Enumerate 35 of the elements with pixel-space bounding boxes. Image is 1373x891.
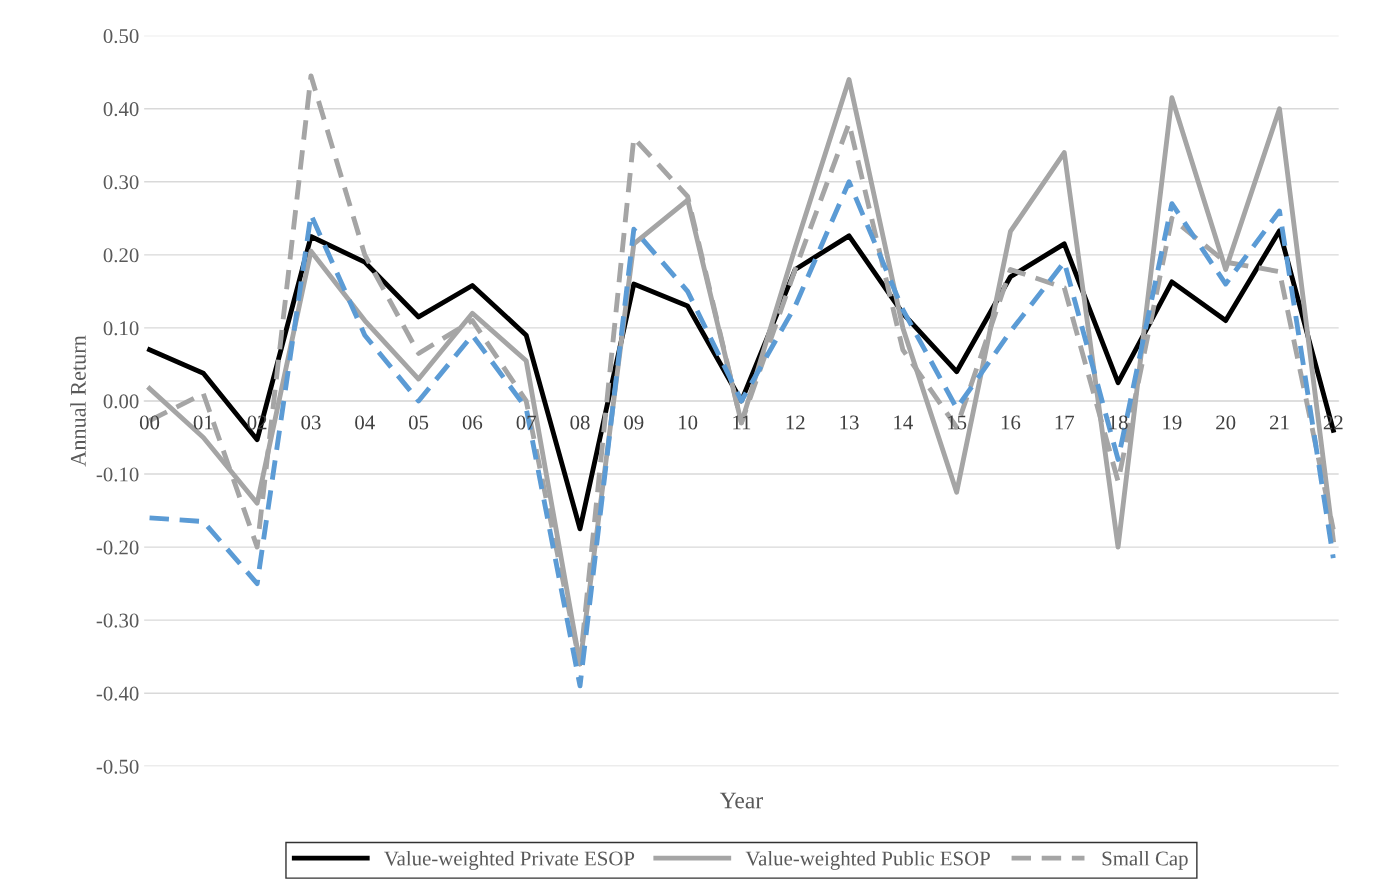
x-tick-label: 16: [1001, 415, 1021, 430]
x-tick-label: 13: [840, 415, 859, 430]
x-tick-label: 04: [355, 415, 375, 430]
x-tick-label: 20: [1216, 415, 1236, 430]
y-tick-label: 0.00: [103, 394, 139, 409]
x-tick-label: 12: [786, 415, 805, 430]
x-tick-label: 08: [570, 415, 590, 430]
x-tick-label: 09: [624, 415, 644, 430]
y-tick-label: 0.30: [103, 175, 139, 190]
legend-label: Value-weighted Private ESOP: [384, 850, 635, 870]
x-tick-label: 00: [139, 415, 160, 430]
y-tick-label: 0.10: [103, 321, 139, 336]
x-tick-label: 21: [1269, 415, 1289, 430]
y-tick-label: -0.30: [96, 613, 139, 628]
legend-label: Small Cap: [1102, 850, 1188, 870]
y-tick-label: -0.40: [96, 686, 139, 701]
x-tick-label: 10: [679, 415, 698, 430]
y-tick-label: -0.10: [96, 467, 139, 482]
x-axis-title: Year: [719, 792, 763, 809]
x-tick-label: 05: [408, 415, 429, 430]
y-tick-label: -0.50: [96, 759, 139, 774]
x-tick-label: 01: [193, 415, 213, 430]
x-tick-label: 15: [948, 415, 967, 430]
y-tick-label: 0.20: [103, 248, 139, 263]
x-tick-label: 14: [894, 415, 913, 430]
x-tick-label: 17: [1055, 415, 1075, 430]
y-tick-label: 0.40: [103, 102, 139, 117]
x-tick-label: 03: [301, 415, 321, 430]
legend-label: Value-weighted Public ESOP: [745, 850, 990, 870]
x-tick-label: 19: [1163, 415, 1182, 430]
x-tick-label: 06: [462, 415, 483, 430]
x-tick-label: 11: [733, 415, 751, 430]
y-tick-label: 0.50: [103, 29, 139, 44]
y-tick-label: -0.20: [96, 540, 139, 555]
y-axis-title: Annual Return: [70, 335, 86, 467]
